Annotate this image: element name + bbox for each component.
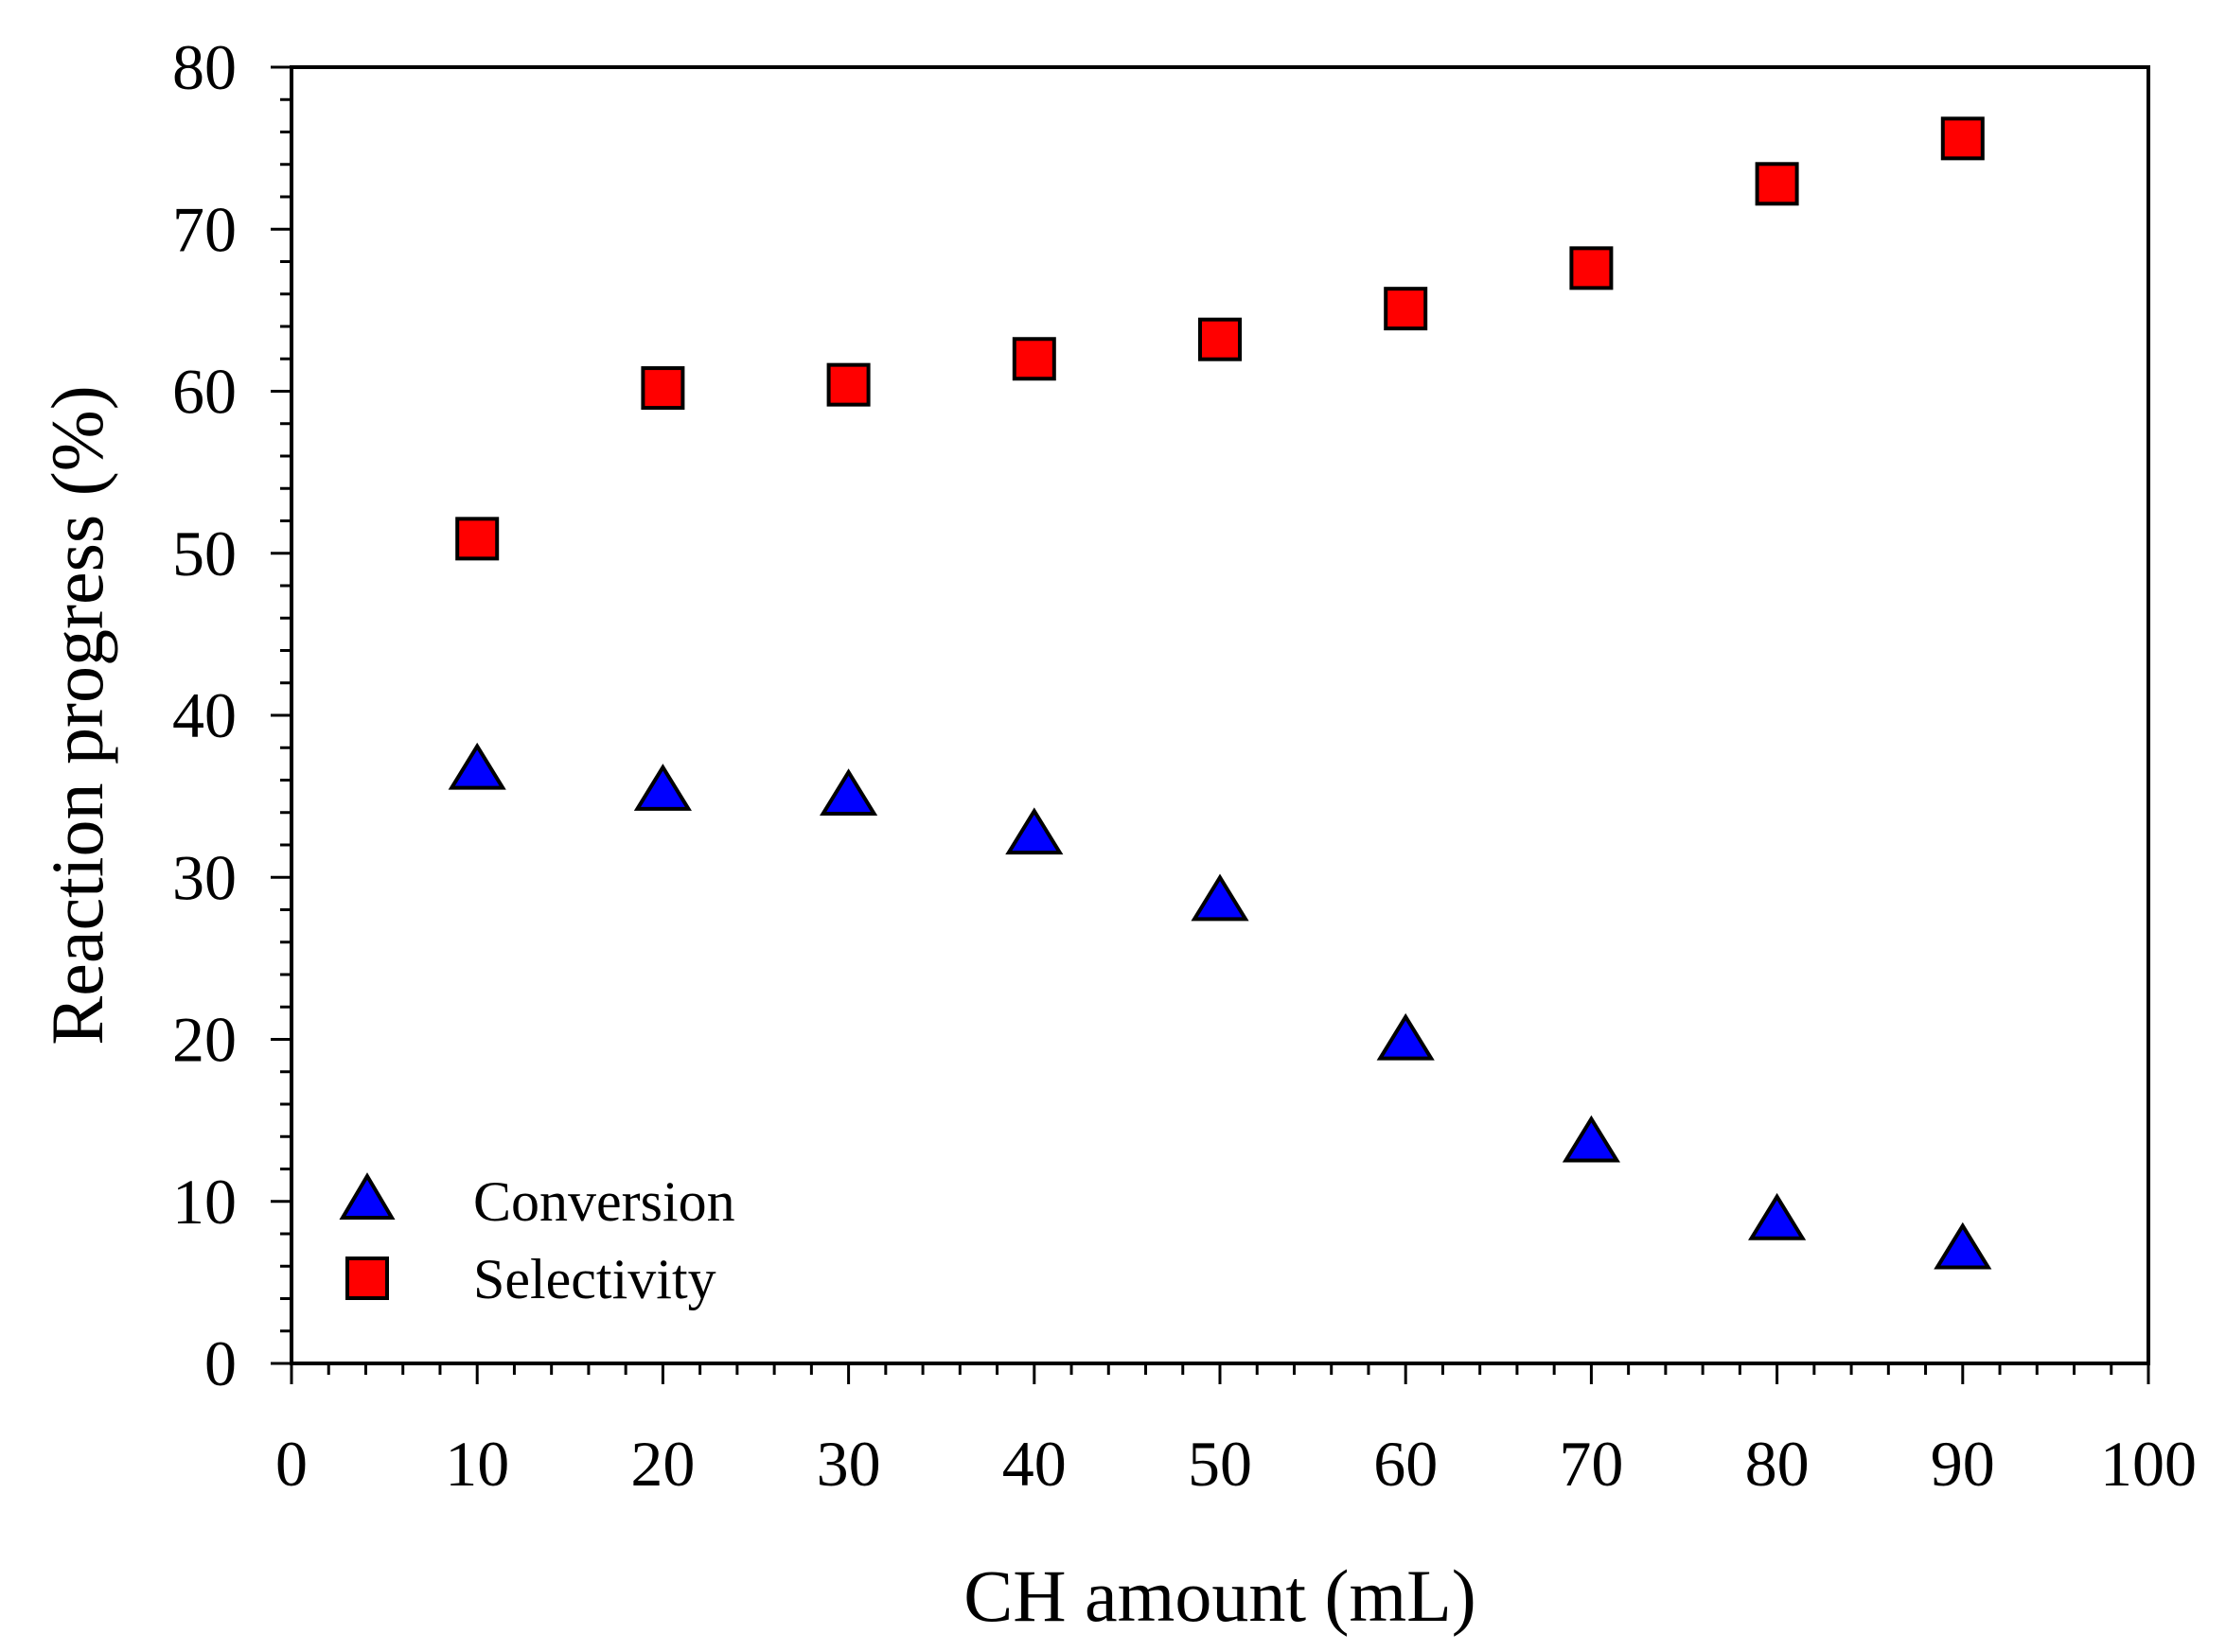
conversion-point <box>1376 1012 1435 1061</box>
x-tick-label: 30 <box>817 1428 881 1500</box>
conversion-point <box>633 764 692 811</box>
conversion-point <box>1934 1221 1992 1270</box>
x-axis-title: CH amount (mL) <box>963 1555 1476 1637</box>
y-tick-label: 0 <box>204 1327 237 1399</box>
y-tick-labels: 0 10 20 30 40 50 60 70 80 <box>172 31 237 1399</box>
legend: Conversion Selectivity <box>339 1170 735 1310</box>
y-tick-label: 50 <box>172 518 237 589</box>
x-tick-label: 90 <box>1931 1428 1995 1500</box>
x-tick-label: 100 <box>2100 1428 2197 1500</box>
conversion-point <box>820 768 878 817</box>
x-tick-label: 0 <box>275 1428 308 1500</box>
conversion-point <box>1748 1192 1807 1240</box>
y-tick-label: 70 <box>172 193 237 265</box>
legend-selectivity-label: Selectivity <box>473 1248 716 1310</box>
selectivity-point <box>1940 116 1985 161</box>
x-tick-label: 40 <box>1002 1428 1067 1500</box>
conversion-point <box>1005 807 1064 855</box>
selectivity-point <box>826 362 871 407</box>
axis-ticks <box>271 65 2150 1384</box>
y-tick-label: 20 <box>172 1004 237 1076</box>
selectivity-point <box>641 366 685 411</box>
selectivity-point <box>455 517 500 561</box>
y-tick-label: 40 <box>172 679 237 751</box>
selectivity-point <box>1384 287 1428 331</box>
conversion-point <box>1562 1115 1620 1163</box>
selectivity-point <box>1198 317 1242 361</box>
selectivity-point <box>1569 246 1614 290</box>
conversion-point <box>448 742 506 790</box>
plot-frame <box>290 65 2150 1365</box>
x-tick-labels: 0 10 20 30 40 50 60 70 80 90 100 <box>275 1428 2197 1500</box>
data-points <box>448 116 1992 1270</box>
y-tick-label: 10 <box>172 1166 237 1238</box>
x-tick-label: 60 <box>1373 1428 1438 1500</box>
legend-conversion-label: Conversion <box>473 1170 735 1233</box>
selectivity-point <box>1755 162 1799 206</box>
y-tick-label: 60 <box>172 356 237 428</box>
y-tick-label: 30 <box>172 841 237 913</box>
x-tick-label: 20 <box>630 1428 695 1500</box>
legend-conversion-marker <box>339 1172 396 1220</box>
x-tick-label: 70 <box>1559 1428 1623 1500</box>
x-tick-label: 50 <box>1188 1428 1252 1500</box>
selectivity-point <box>1012 337 1056 381</box>
legend-selectivity-marker <box>345 1257 389 1300</box>
conversion-point <box>1191 873 1249 922</box>
y-tick-label: 80 <box>172 31 237 103</box>
x-tick-label: 80 <box>1745 1428 1810 1500</box>
x-tick-label: 10 <box>445 1428 509 1500</box>
y-axis-title: Reaction progress (%) <box>36 385 118 1045</box>
